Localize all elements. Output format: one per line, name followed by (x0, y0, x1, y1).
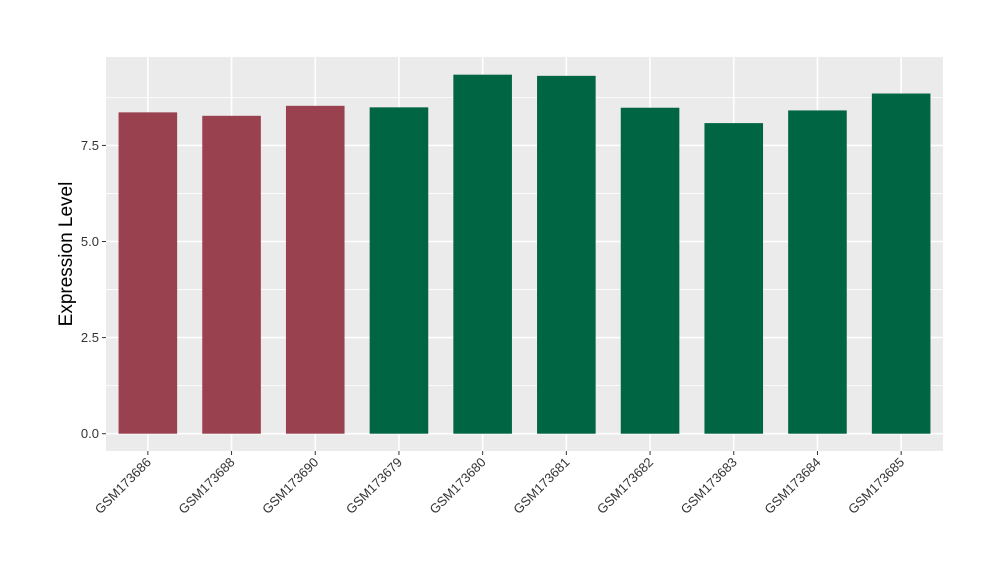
y-axis: 0.0 2.5 5.0 7.5 (81, 138, 106, 441)
y-axis-title: Expression Level (56, 182, 77, 327)
x-tick-label: GSM173679 (343, 455, 405, 517)
x-tick-label: GSM173683 (678, 455, 740, 517)
bar-GSM173690 (285, 105, 345, 434)
y-tick-label: 0.0 (81, 426, 99, 441)
bar-GSM173684 (788, 110, 847, 434)
x-tick-label: GSM173680 (427, 455, 489, 517)
y-tick-label: 2.5 (81, 330, 99, 345)
x-axis: GSM173686 GSM173688 GSM173690 GSM173679 GSM1… (92, 451, 907, 517)
bar-GSM173686 (118, 112, 178, 434)
x-tick-label: GSM173684 (761, 455, 823, 517)
x-tick-label: GSM173690 (259, 455, 321, 517)
bar-GSM173688 (202, 115, 261, 434)
x-tick-label: GSM173682 (594, 455, 656, 517)
bar-GSM173679 (369, 107, 429, 434)
x-tick-label: GSM173688 (175, 455, 237, 517)
y-tick-label: 7.5 (81, 138, 99, 153)
x-tick-label: GSM173681 (510, 455, 572, 517)
x-tick-label: GSM173686 (92, 455, 154, 517)
bars (118, 74, 931, 434)
x-tick-label: GSM173685 (845, 455, 907, 517)
y-tick-label: 5.0 (81, 234, 99, 249)
bar-GSM173683 (704, 123, 764, 434)
bar-GSM173680 (453, 74, 512, 434)
bar-GSM173682 (620, 107, 680, 434)
bar-GSM173685 (871, 93, 931, 434)
bar-GSM173681 (537, 75, 596, 434)
